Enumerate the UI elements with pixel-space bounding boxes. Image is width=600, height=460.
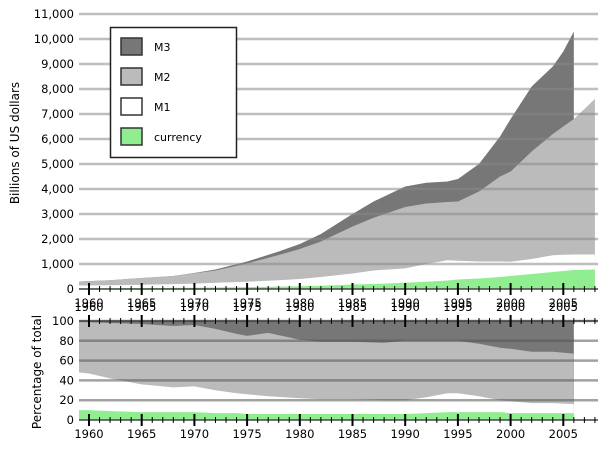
x-tick-label: 1960: [74, 300, 103, 314]
y-tick-label: 11,000: [34, 7, 74, 21]
y-tick-label: 40: [59, 373, 74, 387]
legend-swatch-currency: [120, 127, 143, 146]
y-tick-label: 5,000: [41, 157, 74, 171]
x-tick-label: 1970: [180, 300, 209, 314]
area-currency: [79, 269, 595, 289]
area-currency: [79, 410, 574, 420]
bottom-y-axis-title: Percentage of total: [30, 315, 44, 429]
top-plot-absolute: 0 1,000 2,000 3,000 4,000 5,000 6,000 7,000 8,00…: [34, 7, 598, 310]
y-tick-label: 8,000: [41, 82, 74, 96]
legend-swatch-m1: [120, 97, 143, 116]
legend-label-m3: M3: [154, 41, 171, 54]
x-tick-label: 1990: [391, 427, 420, 441]
y-tick-label: 7,000: [41, 107, 74, 121]
y-tick-label: 3,000: [41, 207, 74, 221]
y-tick-label: 60: [59, 354, 74, 368]
x-tick-label: 1970: [180, 296, 209, 310]
legend-label-currency: currency: [154, 131, 202, 144]
x-tick-label: 1960: [74, 296, 103, 310]
x-tick-label: 1985: [338, 296, 367, 310]
y-tick-label: 2,000: [41, 232, 74, 246]
x-tick-label: 2005: [549, 296, 578, 310]
x-tick-label: 1995: [443, 427, 472, 441]
x-tick-label: 2000: [496, 300, 525, 314]
y-tick-label: 4,000: [41, 182, 74, 196]
legend-swatch-m2: [120, 67, 143, 86]
x-tick-label: 1975: [232, 296, 261, 310]
y-tick-label: 6,000: [41, 132, 74, 146]
x-tick-label: 2000: [496, 296, 525, 310]
x-tick-label: 1990: [391, 300, 420, 314]
x-tick-label: 2000: [496, 427, 525, 441]
legend-swatch-m3: [120, 37, 143, 56]
x-tick-label: 1975: [232, 300, 261, 314]
y-tick-label: 10,000: [34, 32, 74, 46]
top-y-axis-title: Billions of US dollars: [8, 82, 22, 204]
x-tick-label: 1980: [285, 427, 314, 441]
x-tick-label: 1985: [338, 300, 367, 314]
legend-label-m2: M2: [154, 71, 171, 84]
x-tick-label: 1975: [232, 427, 261, 441]
area-m1: [79, 372, 574, 420]
x-tick-label: 1965: [127, 427, 156, 441]
y-tick-label: 20: [59, 393, 74, 407]
y-tick-label: 1,000: [41, 257, 74, 271]
legend-label-m1: M1: [154, 101, 171, 114]
x-tick-label: 1965: [127, 296, 156, 310]
x-tick-label: 1995: [443, 296, 472, 310]
x-tick-label: 1990: [391, 296, 420, 310]
x-tick-label: 1980: [285, 296, 314, 310]
y-tick-label: 100: [52, 314, 74, 328]
x-tick-label: 2005: [549, 300, 578, 314]
y-tick-label: 9,000: [41, 57, 74, 71]
legend: M3 M2 M1 currency: [109, 26, 238, 159]
y-tick-label: 0: [67, 413, 74, 427]
x-tick-label: 1970: [180, 427, 209, 441]
y-tick-label: 80: [59, 334, 74, 348]
x-tick-label: 1985: [338, 427, 367, 441]
x-tick-label: 1965: [127, 300, 156, 314]
x-tick-label: 1960: [74, 427, 103, 441]
area-m2: [79, 99, 595, 289]
x-tick-label: 2005: [549, 427, 578, 441]
y-tick-label: 0: [67, 282, 74, 296]
x-tick-label: 1980: [285, 300, 314, 314]
x-tick-label: 1995: [443, 300, 472, 314]
